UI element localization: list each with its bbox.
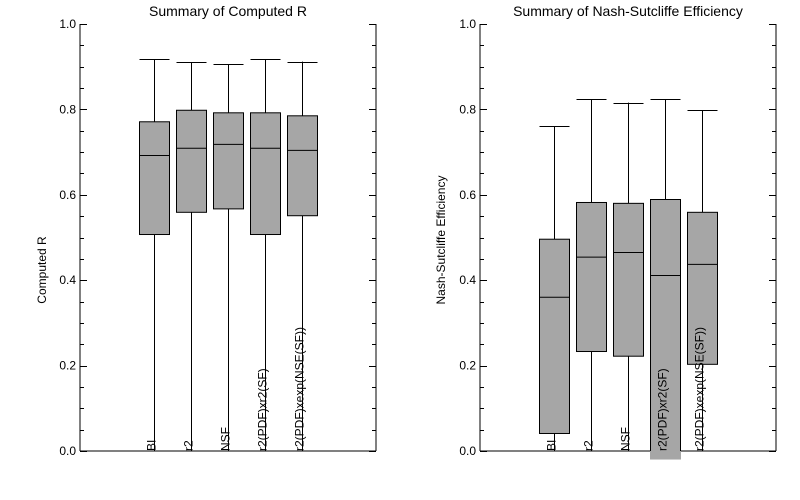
panel-2: Summary of Nash-Sutcliffe Efficiency Nash… bbox=[434, 3, 777, 460]
box-4: r2(PDF)xr2(SF) bbox=[650, 99, 681, 460]
category-label: NSF bbox=[619, 427, 633, 451]
box-4: r2(PDF)xr2(SF) bbox=[250, 59, 281, 451]
box-iqr bbox=[687, 211, 718, 365]
box-iqr bbox=[139, 121, 170, 236]
box-iqr bbox=[613, 202, 644, 357]
y-tick-label: 0.6 bbox=[59, 188, 76, 202]
box-2: r2 bbox=[176, 62, 207, 451]
category-label: NSF bbox=[219, 427, 233, 451]
box-3: NSF bbox=[213, 64, 244, 451]
y-tick-label: 1.0 bbox=[459, 17, 476, 31]
y-axis-label: Nash-Sutcliffe Efficiency bbox=[434, 176, 448, 305]
category-label: r2(PDF)xexp(NSE(SF)) bbox=[293, 327, 307, 451]
y-tick-label: 0.8 bbox=[59, 102, 76, 116]
box-iqr bbox=[287, 115, 318, 217]
y-tick-label: 0.6 bbox=[459, 188, 476, 202]
category-label: r2 bbox=[182, 440, 196, 451]
box-1: BI bbox=[539, 126, 570, 451]
y-tick-label: 0.0 bbox=[59, 444, 76, 458]
box-iqr-outline bbox=[650, 198, 681, 451]
box-iqr bbox=[213, 112, 244, 210]
box-iqr bbox=[576, 201, 607, 353]
box-iqr bbox=[176, 109, 207, 213]
category-label: BI bbox=[545, 440, 559, 451]
category-label: r2(PDF)xexp(NSE(SF)) bbox=[693, 327, 707, 451]
category-label: BI bbox=[145, 440, 159, 451]
category-label: r2(PDF)xr2(SF) bbox=[256, 368, 270, 451]
box-5: r2(PDF)xexp(NSE(SF)) bbox=[687, 110, 718, 451]
box-2: r2 bbox=[576, 99, 607, 451]
category-label: r2 bbox=[582, 440, 596, 451]
box-3: NSF bbox=[613, 102, 644, 451]
y-tick-label: 0.4 bbox=[59, 273, 76, 287]
y-tick-label: 0.2 bbox=[459, 359, 476, 373]
y-tick-label: 0.4 bbox=[459, 273, 476, 287]
box-iqr bbox=[539, 238, 570, 434]
y-tick-label: 1.0 bbox=[59, 17, 76, 31]
y-tick-label: 0.0 bbox=[459, 444, 476, 458]
box-5: r2(PDF)xexp(NSE(SF)) bbox=[287, 61, 318, 451]
box-iqr bbox=[650, 199, 681, 460]
y-tick-label: 0.2 bbox=[59, 359, 76, 373]
y-axis-label: Computed R bbox=[35, 236, 49, 304]
y-tick-label: 0.8 bbox=[459, 102, 476, 116]
box-iqr bbox=[250, 112, 281, 236]
box-1: BI bbox=[139, 59, 170, 451]
panel-1: Summary of Computed R Computed R 0.0 0.2 0.4… bbox=[35, 3, 377, 458]
chart-title: Summary of Nash-Sutcliffe Efficiency bbox=[513, 3, 743, 19]
category-label: r2(PDF)xr2(SF) bbox=[656, 368, 670, 451]
chart-title: Summary of Computed R bbox=[149, 3, 307, 19]
